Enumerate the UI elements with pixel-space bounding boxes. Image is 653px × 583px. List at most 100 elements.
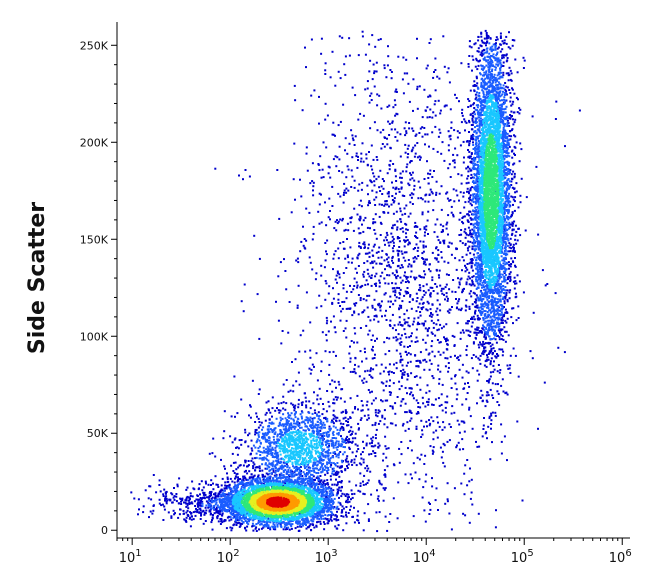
event-dot	[428, 359, 431, 362]
event-dot	[491, 382, 494, 385]
event-dot	[504, 311, 507, 314]
event-dot	[462, 259, 465, 262]
event-dot	[179, 508, 182, 511]
event-dot	[448, 308, 451, 311]
event-dot	[292, 178, 295, 181]
event-dot	[373, 318, 376, 321]
event-dot	[424, 194, 427, 197]
event-dot	[482, 328, 485, 331]
event-dot	[216, 516, 219, 519]
event-dot	[485, 32, 488, 34]
event-dot	[484, 432, 487, 435]
event-dot	[404, 121, 407, 124]
event-dot	[297, 398, 300, 401]
event-dot	[507, 202, 510, 204]
event-dot	[210, 494, 213, 497]
event-dot	[473, 213, 475, 216]
event-dot	[259, 523, 262, 526]
event-dot	[369, 470, 372, 473]
event-dot	[152, 504, 155, 507]
event-dot	[388, 385, 391, 387]
event-dot	[497, 72, 500, 75]
event-dot	[349, 417, 352, 419]
event-dot	[445, 223, 448, 226]
event-dot	[431, 286, 434, 289]
event-dot	[376, 104, 379, 107]
event-dot	[341, 36, 344, 39]
event-dot	[198, 511, 201, 514]
event-dot	[209, 510, 212, 513]
event-dot	[345, 522, 348, 525]
event-dot	[333, 253, 336, 256]
event-dot	[506, 119, 509, 122]
event-dot	[406, 72, 409, 75]
event-dot	[308, 475, 311, 478]
event-dot	[512, 246, 515, 249]
event-dot	[474, 311, 476, 314]
event-dot	[327, 519, 330, 522]
event-dot	[312, 232, 315, 235]
event-dot	[219, 489, 222, 492]
event-dot	[391, 195, 394, 197]
event-dot	[296, 304, 299, 307]
event-dot	[440, 327, 443, 330]
event-dot	[375, 262, 378, 265]
event-dot	[370, 274, 373, 277]
event-dot	[332, 268, 334, 271]
event-dot	[471, 176, 474, 179]
event-dot	[322, 176, 325, 179]
event-dot	[358, 232, 361, 235]
event-dot	[384, 268, 386, 271]
event-dot	[499, 75, 502, 78]
event-dot	[331, 390, 334, 393]
event-dot	[480, 305, 483, 308]
event-dot	[484, 326, 487, 329]
event-dot	[439, 223, 442, 226]
event-dot	[245, 478, 248, 481]
event-dot	[172, 509, 175, 512]
event-dot	[215, 509, 218, 512]
event-dot	[467, 156, 470, 159]
event-dot	[477, 94, 480, 97]
event-dot	[425, 67, 428, 70]
event-dot	[393, 287, 396, 290]
event-dot	[504, 319, 507, 322]
event-dot	[342, 460, 344, 463]
event-dot	[473, 244, 476, 247]
event-dot	[503, 277, 506, 280]
event-dot	[492, 370, 495, 373]
event-dot	[241, 522, 244, 525]
event-dot	[465, 140, 468, 143]
event-dot	[431, 276, 434, 279]
event-dot	[461, 376, 464, 379]
event-dot	[495, 63, 498, 66]
event-dot	[194, 514, 197, 517]
event-dot	[264, 523, 266, 526]
event-dot	[470, 318, 472, 320]
event-dot	[379, 131, 382, 134]
event-dot	[506, 229, 509, 232]
event-dot	[403, 127, 406, 130]
event-dot	[494, 355, 497, 358]
event-dot	[316, 379, 319, 382]
event-dot	[468, 385, 471, 388]
event-dot	[399, 343, 402, 346]
event-dot	[338, 486, 341, 489]
event-dot	[352, 370, 354, 373]
event-dot	[515, 319, 518, 322]
event-dot	[367, 315, 370, 318]
event-dot	[364, 88, 367, 91]
event-dot	[334, 463, 336, 466]
event-dot	[514, 191, 517, 194]
event-dot	[320, 52, 323, 55]
event-dot	[373, 85, 376, 88]
event-dot	[335, 416, 338, 419]
event-dot	[490, 412, 493, 415]
event-dot	[513, 92, 516, 95]
event-dot	[319, 429, 322, 432]
event-dot	[350, 459, 353, 462]
event-dot	[137, 498, 140, 501]
event-dot	[448, 423, 451, 426]
event-dot	[502, 84, 505, 87]
event-dot	[387, 447, 390, 450]
